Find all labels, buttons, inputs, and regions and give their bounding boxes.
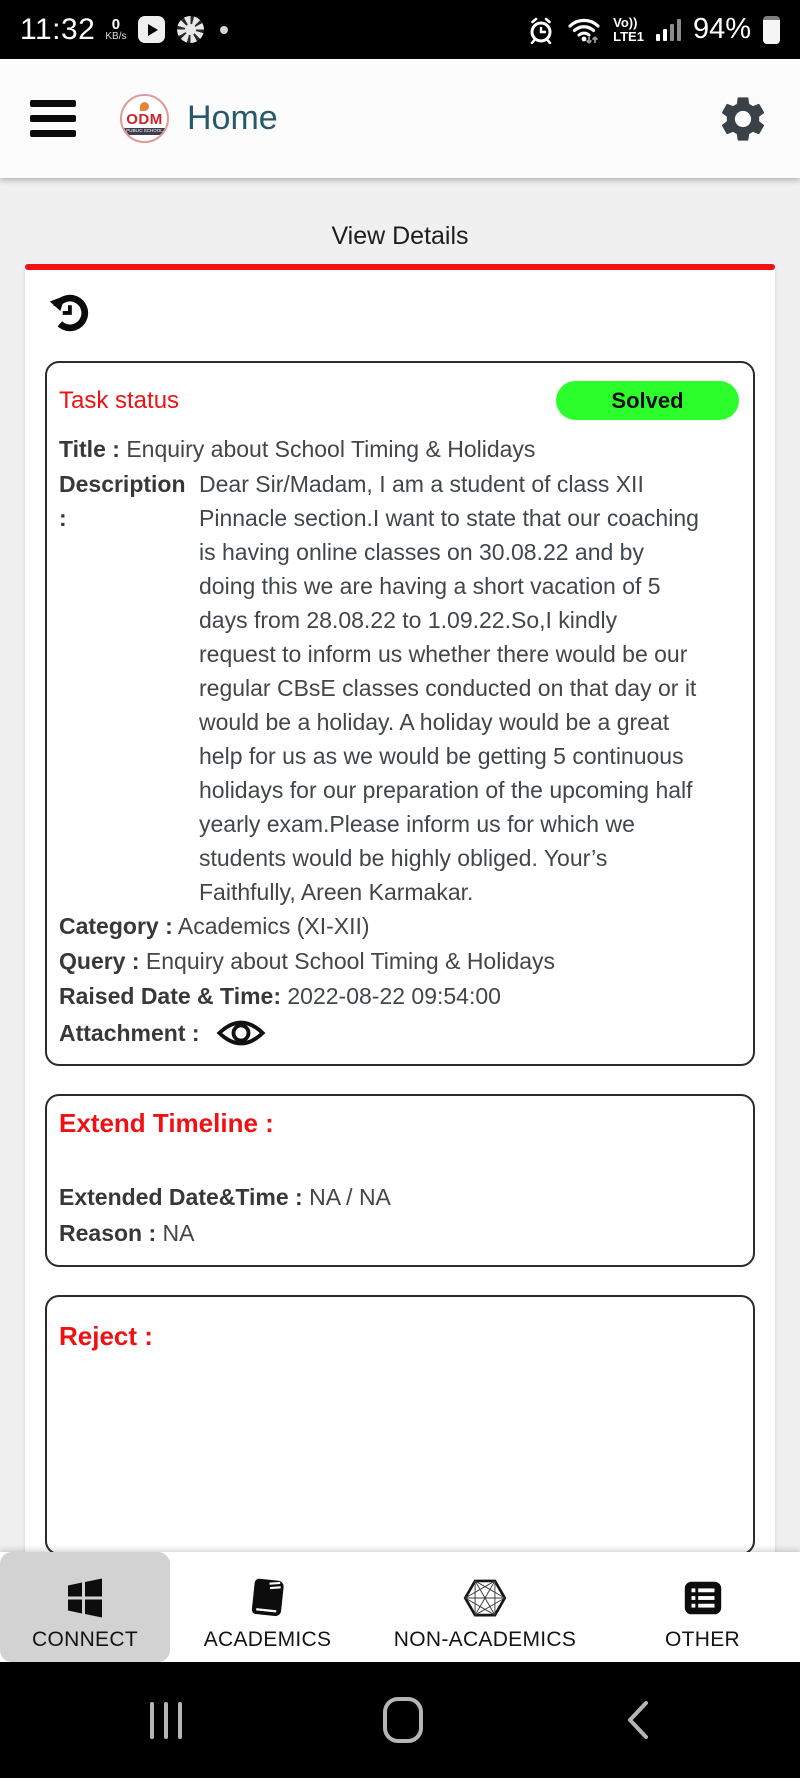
school-logo: ODM PUBLIC SCHOOL	[120, 94, 169, 143]
list-card-icon	[680, 1572, 726, 1624]
network-speed: 0 KB/s	[105, 16, 127, 42]
extend-timeline-heading: Extend Timeline :	[59, 1108, 274, 1138]
back-icon[interactable]	[624, 1699, 650, 1741]
tab-other[interactable]: OTHER	[605, 1552, 800, 1662]
recent-apps-icon[interactable]	[150, 1701, 182, 1739]
youtube-notification-icon	[138, 16, 166, 43]
description-text: Dear Sir/Madam, I am a student of class …	[199, 471, 699, 905]
tab-academics[interactable]: ACADEMICS	[170, 1552, 365, 1662]
page-header-title: Home	[187, 99, 278, 137]
wifi-icon	[568, 18, 600, 44]
extended-date-row: Extended Date&Time : NA / NA	[59, 1184, 391, 1210]
extend-timeline-card: Extend Timeline : Extended Date&Time : N…	[45, 1094, 755, 1267]
alarm-icon	[530, 17, 552, 44]
battery-percent: 94%	[692, 13, 751, 45]
settings-gear-icon[interactable]	[716, 92, 770, 146]
reject-heading: Reject :	[59, 1321, 153, 1351]
description-row: Description : Dear Sir/Madam, I am a stu…	[59, 467, 741, 909]
status-bar: 11:32 0 KB/s Vo)) LTE1 94%	[0, 0, 800, 59]
tab-non-academics[interactable]: NON-ACADEMICS	[365, 1552, 605, 1662]
home-icon[interactable]	[383, 1697, 423, 1743]
status-badge: Solved	[556, 381, 739, 420]
battery-icon	[763, 15, 780, 44]
android-nav-bar	[0, 1662, 800, 1778]
raised-date-row: Raised Date & Time: 2022-08-22 09:54:00	[59, 983, 501, 1009]
details-card: Task status Solved Title : Enquiry about…	[25, 264, 775, 1595]
menu-icon[interactable]	[30, 100, 76, 137]
title-row: Title : Enquiry about School Timing & Ho…	[59, 436, 536, 462]
category-row: Category : Academics (XI-XII)	[59, 913, 370, 939]
windows-grid-icon	[61, 1572, 109, 1624]
page-title: View Details	[331, 222, 469, 250]
book-icon	[245, 1572, 291, 1624]
task-status-label: Task status	[59, 386, 180, 414]
status-time: 11:32	[20, 12, 96, 46]
notification-dot-icon	[220, 25, 229, 34]
history-icon[interactable]	[45, 289, 91, 335]
view-attachment-eye-icon[interactable]	[216, 1016, 266, 1050]
task-status-card: Task status Solved Title : Enquiry about…	[45, 361, 755, 1066]
red-divider	[25, 264, 775, 270]
tab-connect[interactable]: CONNECT	[0, 1552, 170, 1662]
query-row: Query : Enquiry about School Timing & Ho…	[59, 948, 556, 974]
logo-flame-icon	[140, 102, 149, 112]
bottom-tab-bar: CONNECT ACADEMICS	[0, 1552, 800, 1662]
attachment-row: Attachment :	[59, 1016, 741, 1050]
app-header: ODM PUBLIC SCHOOL Home	[0, 59, 800, 178]
signal-bars-icon	[655, 18, 681, 41]
extend-reason-row: Reason : NA	[59, 1220, 195, 1246]
volte-indicator: Vo)) LTE1	[613, 14, 644, 44]
reject-card: Reject :	[45, 1295, 755, 1555]
hexagon-mesh-icon	[460, 1572, 510, 1624]
app-notification-icon	[177, 16, 205, 43]
